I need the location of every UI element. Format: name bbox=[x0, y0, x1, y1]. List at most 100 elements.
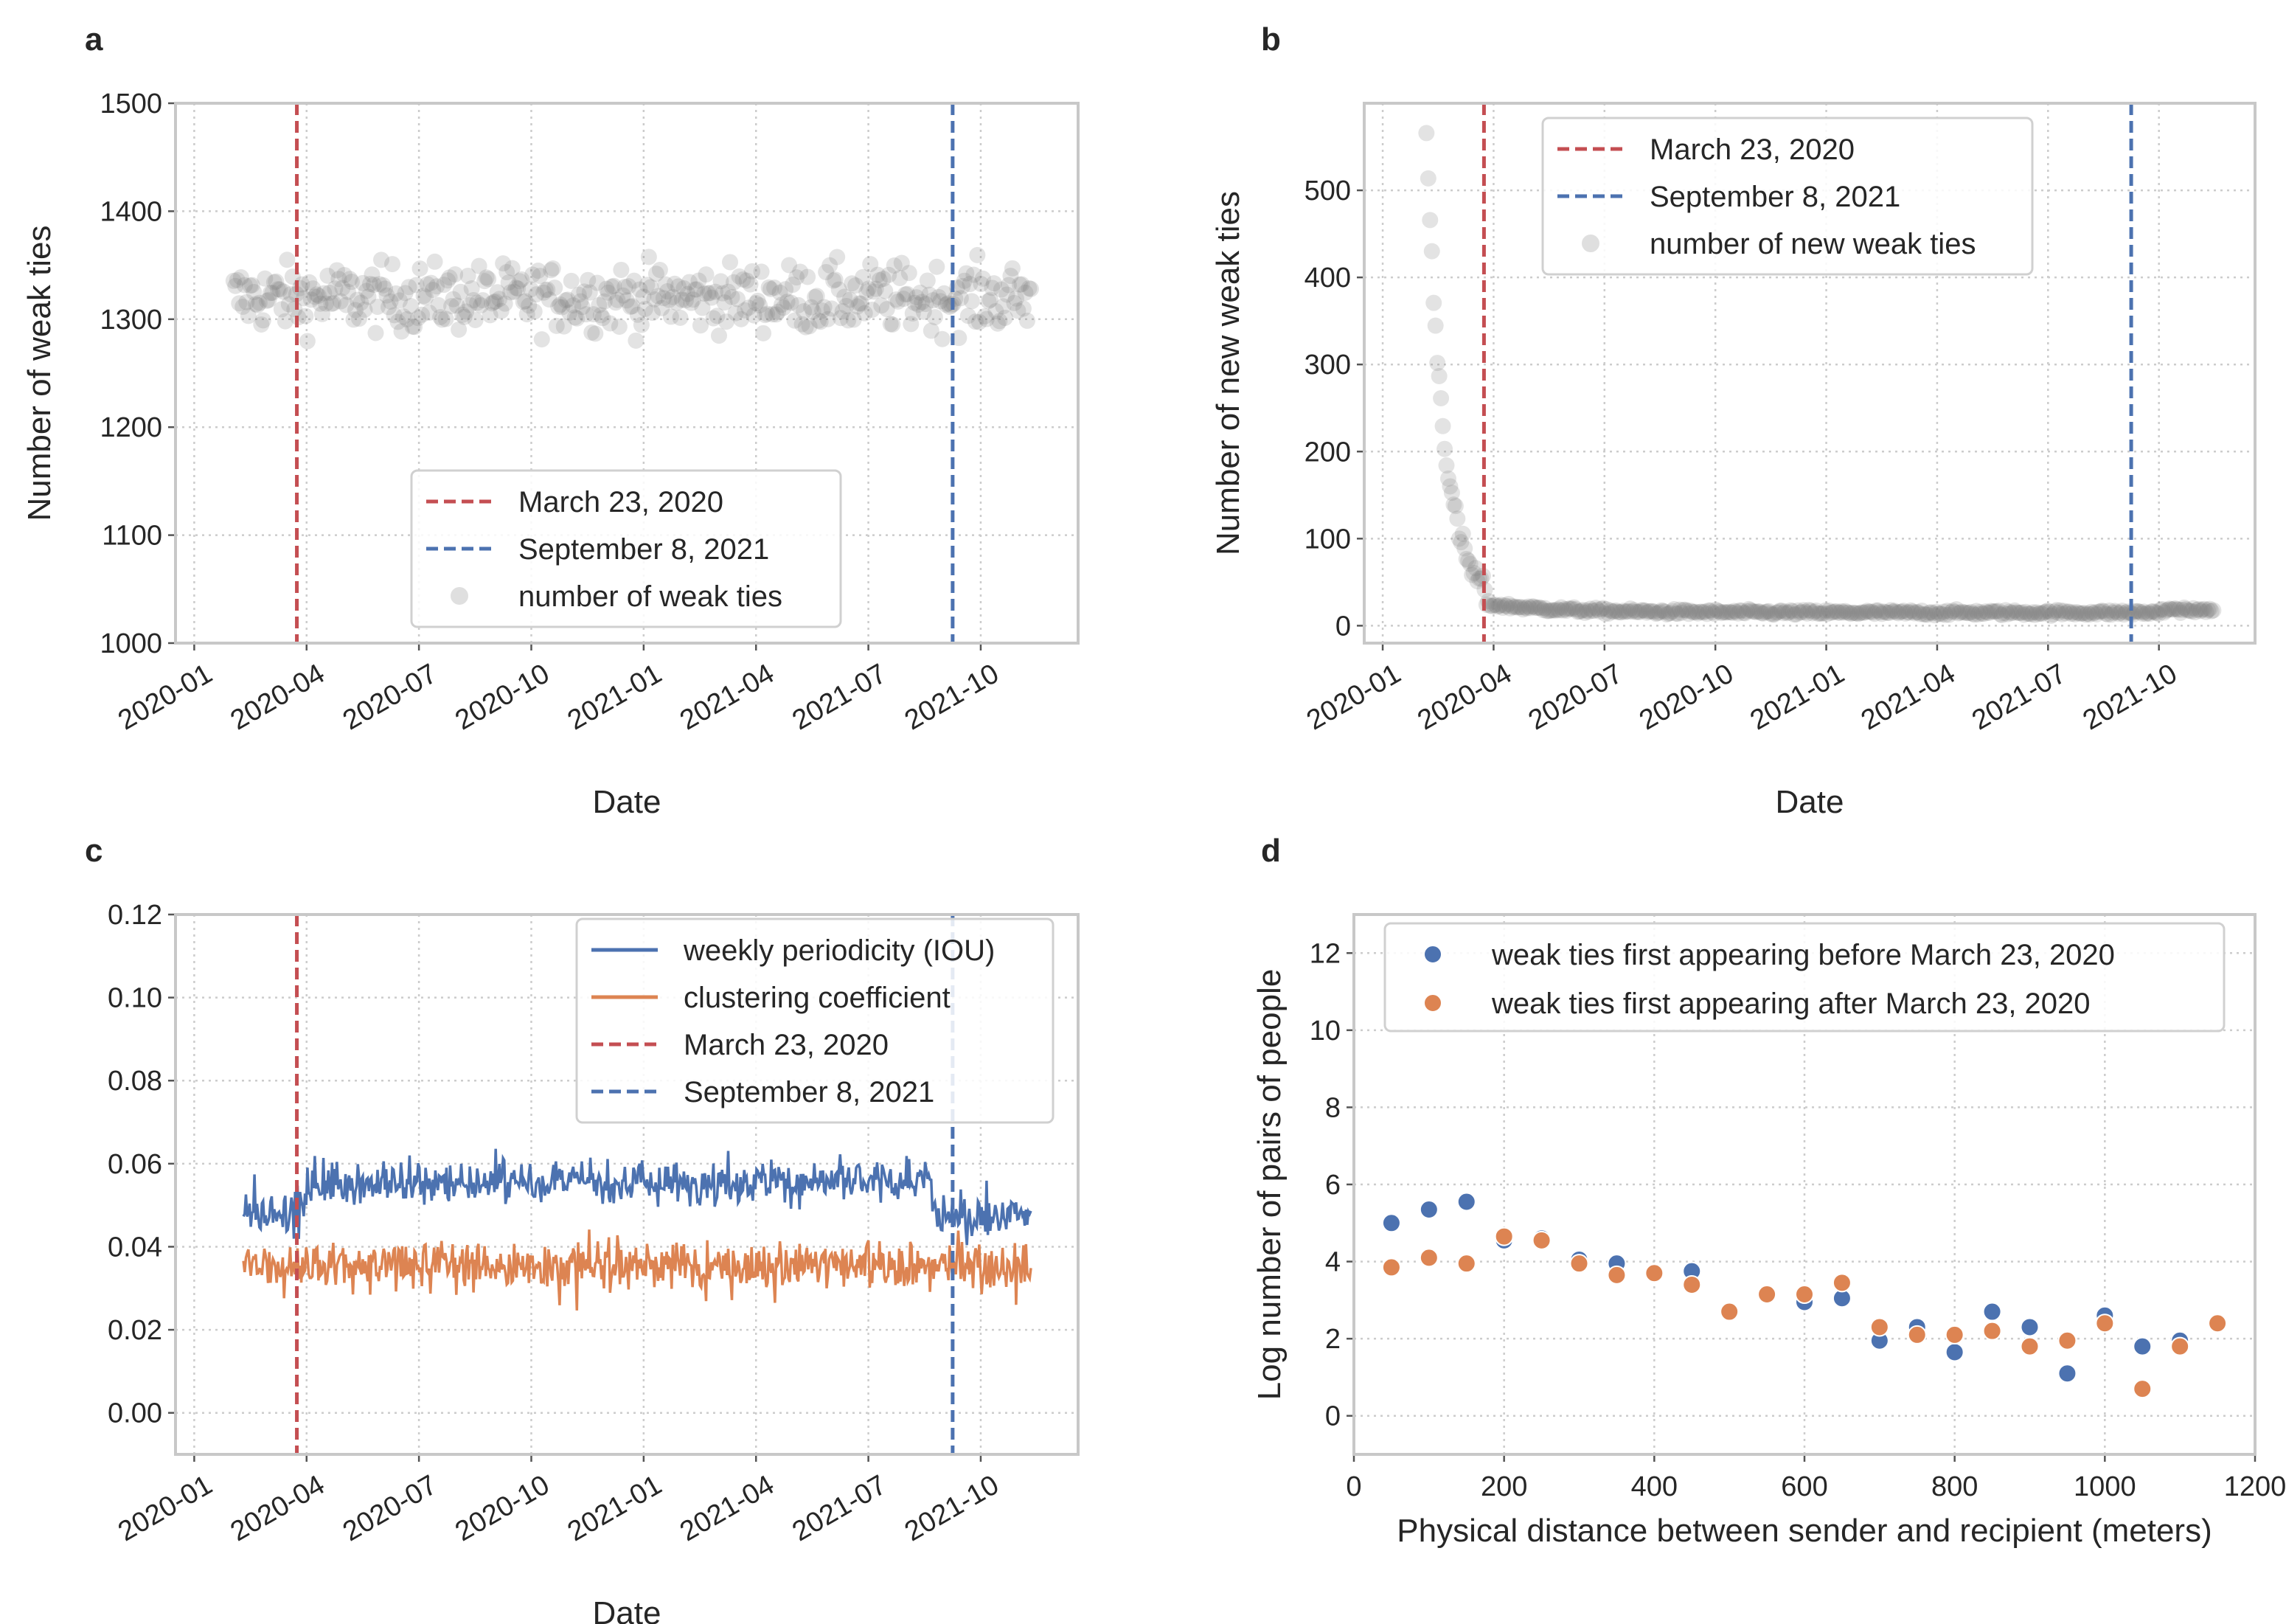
data-point bbox=[312, 295, 329, 312]
data-point bbox=[1593, 600, 1610, 617]
data-point bbox=[897, 286, 914, 303]
data-point bbox=[862, 256, 879, 273]
data-point bbox=[1557, 600, 1574, 617]
data-point bbox=[653, 299, 670, 316]
data-point bbox=[473, 296, 490, 313]
data-point bbox=[1456, 1254, 1476, 1274]
data-point bbox=[1689, 605, 1706, 622]
data-point bbox=[1639, 604, 1656, 621]
panel-label: b bbox=[1261, 21, 1281, 58]
data-point bbox=[2059, 603, 2076, 620]
data-point bbox=[517, 293, 534, 310]
data-point bbox=[624, 298, 641, 315]
data-point bbox=[830, 281, 847, 298]
data-point bbox=[507, 280, 524, 296]
data-point bbox=[672, 309, 689, 326]
data-point bbox=[1687, 603, 1704, 620]
data-point bbox=[1864, 604, 1881, 621]
data-point bbox=[1578, 602, 1595, 619]
data-point bbox=[459, 267, 476, 284]
data-layer bbox=[225, 246, 1039, 350]
data-point bbox=[1984, 603, 2001, 620]
data-point bbox=[1677, 601, 1694, 618]
legend-label: March 23, 2020 bbox=[518, 486, 723, 518]
data-point bbox=[688, 281, 705, 298]
data-point bbox=[681, 274, 698, 291]
data-point bbox=[731, 268, 748, 285]
data-point bbox=[930, 288, 947, 305]
data-point bbox=[1487, 597, 1504, 614]
data-point bbox=[2088, 606, 2105, 623]
data-point bbox=[1743, 602, 1759, 619]
data-point bbox=[1597, 605, 1613, 622]
data-point bbox=[1832, 604, 1849, 621]
data-point bbox=[1460, 552, 1477, 569]
data-point bbox=[336, 266, 352, 283]
data-point bbox=[1900, 604, 1917, 621]
data-point bbox=[959, 308, 976, 325]
data-point bbox=[1906, 605, 1923, 622]
data-point bbox=[2028, 604, 2045, 621]
data-point bbox=[386, 307, 403, 324]
data-point bbox=[1872, 604, 1889, 621]
legend-label: September 8, 2021 bbox=[518, 533, 769, 566]
data-point bbox=[1456, 1192, 1476, 1212]
data-point bbox=[548, 317, 565, 334]
data-point bbox=[1436, 440, 1453, 457]
legend-swatch bbox=[451, 587, 468, 605]
data-point bbox=[1015, 300, 1032, 317]
data-point bbox=[347, 302, 364, 319]
data-point bbox=[247, 296, 264, 313]
data-point bbox=[1804, 605, 1821, 622]
data-point bbox=[271, 281, 288, 298]
data-point bbox=[2130, 603, 2147, 620]
data-point bbox=[738, 272, 755, 289]
data-point bbox=[911, 284, 928, 301]
data-point bbox=[273, 301, 290, 318]
data-point bbox=[1894, 603, 1911, 620]
y-tick-label: 0 bbox=[1325, 1401, 1341, 1432]
data-point bbox=[1604, 603, 1621, 620]
data-point bbox=[1447, 498, 1464, 515]
data-point bbox=[2163, 601, 2180, 618]
data-point bbox=[1582, 600, 1599, 617]
data-point bbox=[1733, 602, 1750, 619]
data-point bbox=[818, 263, 835, 280]
data-point bbox=[962, 276, 979, 293]
data-point bbox=[2057, 1330, 2077, 1350]
data-point bbox=[1828, 603, 1845, 620]
data-point bbox=[774, 296, 791, 313]
data-layer bbox=[242, 1148, 1032, 1311]
data-point bbox=[2196, 600, 2213, 617]
data-point bbox=[2113, 603, 2130, 620]
data-point bbox=[529, 262, 546, 279]
data-point bbox=[598, 280, 615, 297]
data-point bbox=[443, 298, 460, 315]
data-point bbox=[1853, 604, 1870, 621]
data-point bbox=[1622, 600, 1639, 617]
data-point bbox=[480, 271, 497, 288]
data-point bbox=[581, 284, 598, 301]
data-point bbox=[1842, 605, 1859, 622]
data-point bbox=[810, 312, 827, 329]
data-point bbox=[965, 266, 982, 283]
data-point bbox=[1995, 605, 2012, 622]
data-point bbox=[364, 266, 381, 283]
data-point bbox=[1797, 603, 1814, 620]
data-point bbox=[1708, 601, 1725, 618]
data-point bbox=[1464, 566, 1481, 583]
data-point bbox=[2017, 603, 2034, 620]
data-point bbox=[1484, 597, 1501, 614]
data-point bbox=[1779, 605, 1796, 622]
data-point bbox=[1973, 605, 1990, 622]
data-point bbox=[358, 282, 375, 299]
data-point bbox=[2150, 605, 2167, 622]
data-point bbox=[864, 301, 880, 318]
data-point bbox=[2004, 604, 2021, 621]
data-point bbox=[495, 255, 512, 272]
data-point bbox=[991, 313, 1008, 330]
data-point bbox=[1536, 600, 1553, 617]
legend-label: September 8, 2021 bbox=[1650, 181, 1900, 213]
data-point bbox=[502, 284, 519, 301]
data-point bbox=[541, 291, 557, 308]
